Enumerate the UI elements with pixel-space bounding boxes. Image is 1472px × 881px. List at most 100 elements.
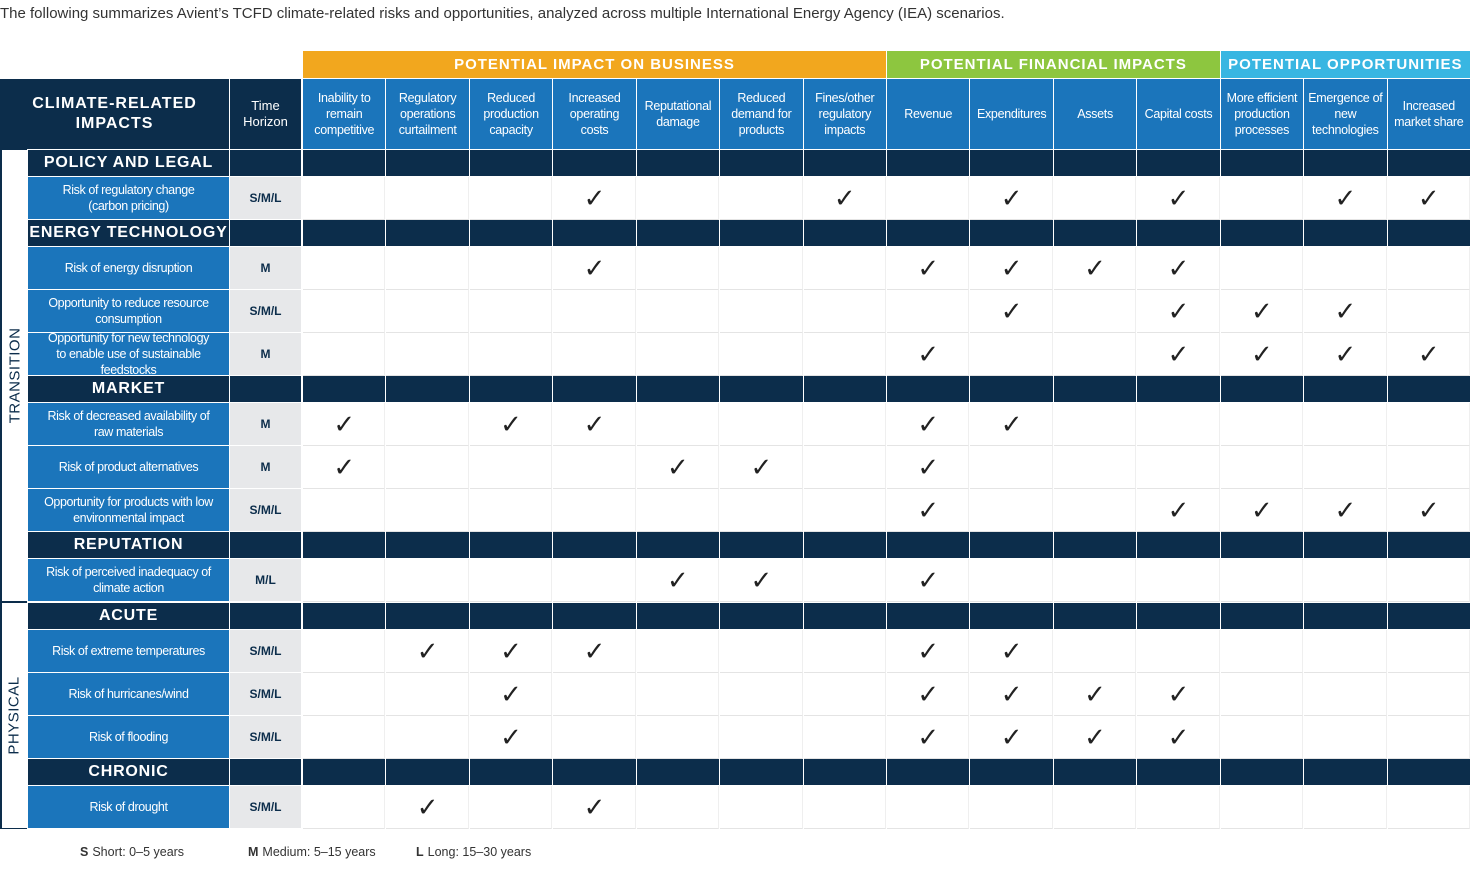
group-header: POTENTIAL IMPACT ON BUSINESS (303, 51, 886, 78)
row-label: Opportunity for products with low enviro… (28, 489, 229, 531)
category-cell (720, 603, 803, 629)
category-cell (803, 220, 886, 246)
cell (386, 403, 469, 446)
category-cell (636, 376, 720, 402)
cell (803, 247, 886, 290)
check: ✓ (1084, 253, 1106, 284)
cell (1053, 489, 1137, 532)
check: ✓ (917, 409, 940, 440)
cell (636, 559, 720, 602)
cell (970, 177, 1053, 220)
cell (553, 673, 636, 716)
category-cell (1220, 220, 1304, 246)
category-cell (1137, 150, 1220, 176)
category-cell (230, 150, 301, 176)
category-cell (1387, 603, 1470, 629)
time-horizon: M (230, 446, 301, 488)
cell (887, 333, 970, 376)
check: ✓ (1000, 679, 1023, 710)
cell (1220, 559, 1304, 602)
cell (553, 446, 636, 489)
category-cell (1220, 759, 1304, 785)
cell (1304, 716, 1387, 759)
cell (469, 403, 553, 446)
category-cell (386, 759, 469, 785)
cell (1137, 673, 1220, 716)
category-cell (887, 220, 970, 246)
check: ✓ (1000, 722, 1023, 753)
time-horizon: M (230, 403, 301, 445)
cell (386, 333, 469, 376)
check: ✓ (1417, 495, 1440, 526)
category-cell (386, 220, 469, 246)
category-cell (803, 150, 886, 176)
cell (970, 630, 1053, 673)
cell (887, 290, 970, 333)
column-header: Reduced production capacity (469, 79, 553, 149)
cell (803, 716, 886, 759)
cell (970, 333, 1053, 376)
cell (469, 786, 553, 829)
row-label: Risk of extreme temperatures (28, 630, 229, 672)
cell (303, 403, 386, 446)
cell (887, 630, 970, 673)
cell (553, 333, 636, 376)
category-cell (803, 603, 886, 629)
row-label: Opportunity for new technology to enable… (28, 331, 229, 377)
category-cell (1387, 532, 1470, 558)
row-label: Risk of drought (28, 786, 229, 828)
category-cell (386, 150, 469, 176)
cell (1220, 290, 1304, 333)
cell (636, 673, 720, 716)
category-cell (1053, 150, 1137, 176)
check: ✓ (1251, 339, 1273, 370)
cell (1053, 177, 1137, 220)
category-label: REPUTATION (28, 532, 229, 558)
category-cell (636, 603, 720, 629)
cell (720, 333, 803, 376)
cell (303, 673, 386, 716)
category-cell (1304, 759, 1387, 785)
category-cell (1220, 603, 1304, 629)
category-cell (1387, 759, 1470, 785)
cell (1220, 403, 1304, 446)
row-label: Risk of product alternatives (28, 446, 229, 488)
check: ✓ (1000, 409, 1023, 440)
category-cell (1387, 220, 1470, 246)
cell (970, 247, 1053, 290)
row-label: Risk of perceived inadequacy of climate … (28, 559, 229, 601)
column-header: Increased operating costs (553, 79, 636, 149)
column-header: Emergence of new technologies (1304, 79, 1387, 149)
cell (803, 630, 886, 673)
cell (303, 559, 386, 602)
check: ✓ (1334, 339, 1357, 370)
cell (1053, 559, 1137, 602)
check: ✓ (1084, 679, 1106, 710)
check: ✓ (333, 452, 356, 483)
check: ✓ (1000, 183, 1023, 214)
cell (1053, 446, 1137, 489)
category-cell (469, 220, 553, 246)
cell (1304, 559, 1387, 602)
cell (887, 446, 970, 489)
category-cell (1304, 603, 1387, 629)
cell (1053, 673, 1137, 716)
category-cell (553, 532, 636, 558)
cell (303, 489, 386, 532)
cell (1220, 786, 1304, 829)
column-header: Reputational damage (636, 79, 720, 149)
cell (1053, 716, 1137, 759)
cell (803, 489, 886, 532)
column-header: Reduced demand for products (720, 79, 803, 149)
cell (1304, 177, 1387, 220)
category-cell (887, 603, 970, 629)
category-cell (1137, 532, 1220, 558)
cell (386, 290, 469, 333)
category-cell (469, 150, 553, 176)
cell (1387, 403, 1470, 446)
cell (720, 177, 803, 220)
cell (386, 559, 469, 602)
cell (1304, 489, 1387, 532)
cell (887, 716, 970, 759)
cell (720, 403, 803, 446)
